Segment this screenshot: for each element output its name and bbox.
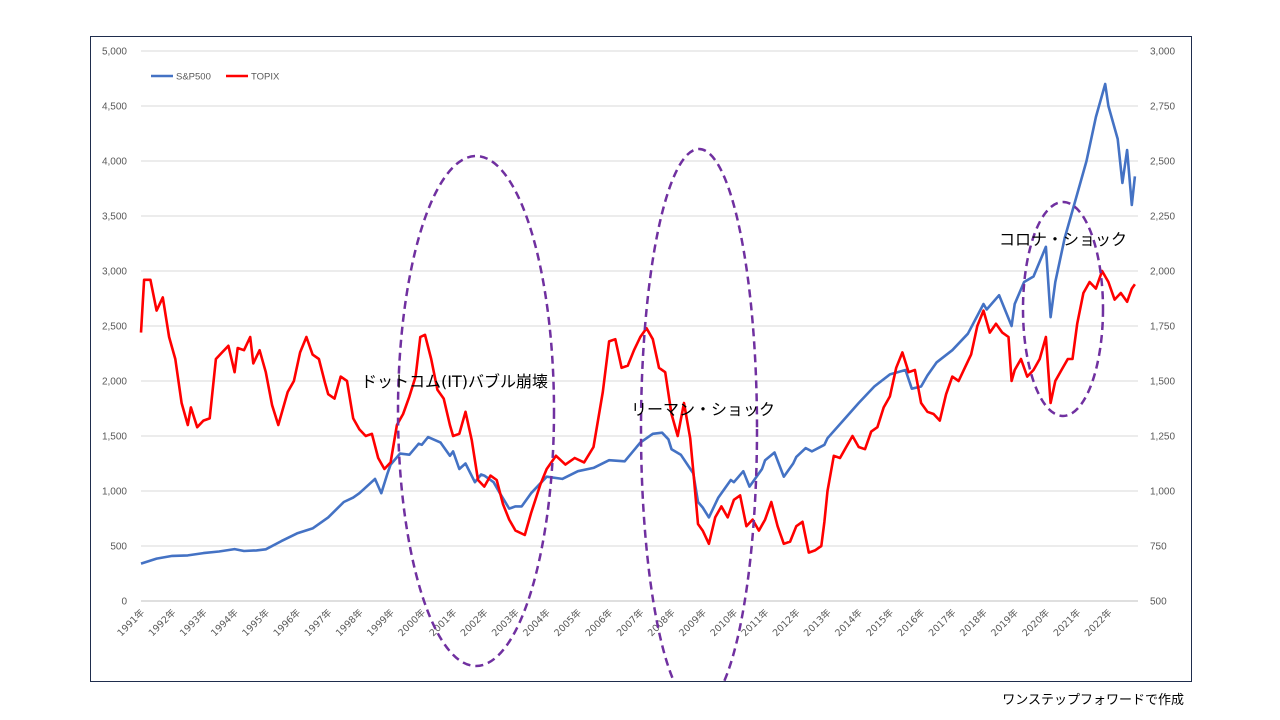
x-tick-label: 2005年 [552,606,585,639]
highlight-ellipse [396,154,556,668]
x-tick-label: 2002年 [458,606,491,639]
left-tick-label: 1,000 [102,487,127,498]
x-axis: 1991年 1992年 1993年 1994年 1995年 1996年 1997年 1998年… [115,606,1115,639]
annotation-label: ドットコム(IT)バブル崩壊 [361,372,548,391]
line-chart: 0 500 1,000 1,500 2,000 2,500 3,000 3,500 4,000 4… [102,47,1175,681]
series-line-topix [139,269,1136,554]
x-tick-label: 2013年 [801,606,834,639]
x-tick-label: 1991年 [115,606,148,639]
right-tick-label: 1,500 [1150,377,1175,388]
x-tick-label: 2014年 [833,606,866,639]
left-tick-label: 1,500 [102,432,127,443]
left-tick-label: 0 [121,597,127,608]
right-tick-label: 2,750 [1150,102,1175,113]
grid [141,50,1138,602]
x-tick-label: 2016年 [895,606,928,639]
x-tick-label: 1996年 [271,606,304,639]
x-tick-label: 2000年 [396,606,429,639]
left-tick-label: 4,000 [102,157,127,168]
x-tick-label: 2017年 [926,606,959,639]
left-tick-label: 3,500 [102,212,127,223]
x-tick-label: 1992年 [146,606,179,639]
right-tick-label: 1,000 [1150,487,1175,498]
x-tick-label: 2010年 [708,606,741,639]
x-tick-label: 2007年 [614,606,647,639]
series-line-sp500 [140,82,1137,565]
right-tick-label: 2,000 [1150,267,1175,278]
x-tick-label: 1993年 [177,606,210,639]
left-axis: 0 500 1,000 1,500 2,000 2,500 3,000 3,500 4,000 4… [102,47,127,608]
x-tick-label: 2003年 [489,606,522,639]
x-tick-label: 2018年 [957,606,990,639]
left-tick-label: 4,500 [102,102,127,113]
x-tick-label: 1997年 [302,606,335,639]
right-tick-label: 1,250 [1150,432,1175,443]
right-tick-label: 500 [1150,597,1167,608]
x-tick-label: 1995年 [240,606,273,639]
highlight-ellipse [1021,200,1105,418]
x-tick-label: 1998年 [333,606,366,639]
highlight-ellipse [639,147,759,681]
right-tick-label: 3,000 [1150,47,1175,58]
left-tick-label: 2,000 [102,377,127,388]
legend-label: TOPIX [251,72,280,83]
annotation-label: リーマン・ショック [631,400,775,419]
annotation-label: コロナ・ショック [999,230,1127,249]
left-tick-label: 5,000 [102,47,127,58]
right-tick-label: 1,750 [1150,322,1175,333]
right-tick-label: 750 [1150,542,1167,553]
right-tick-label: 2,250 [1150,212,1175,223]
left-tick-label: 500 [110,542,127,553]
x-tick-label: 2009年 [677,606,710,639]
x-tick-label: 2019年 [989,606,1022,639]
x-tick-label: 2012年 [770,606,803,639]
left-tick-label: 3,000 [102,267,127,278]
x-tick-label: 1994年 [208,606,241,639]
right-axis: 500 750 1,000 1,250 1,500 1,750 2,000 2,250 2,50… [1150,47,1175,608]
credit-text: ワンステップフォワードで作成 [1002,693,1184,708]
x-tick-label: 2015年 [864,606,897,639]
legend: S&P500 TOPIX [151,72,280,83]
x-tick-label: 2022年 [1082,606,1115,639]
chart-frame: 0 500 1,000 1,500 2,000 2,500 3,000 3,500 4,000 4… [90,36,1192,682]
x-tick-label: 2021年 [1051,606,1084,639]
x-tick-label: 2006年 [583,606,616,639]
left-tick-label: 2,500 [102,322,127,333]
legend-label: S&P500 [176,72,211,83]
right-tick-label: 2,500 [1150,157,1175,168]
x-tick-label: 1999年 [364,606,397,639]
x-tick-label: 2008年 [645,606,678,639]
x-tick-label: 2020年 [1020,606,1053,639]
series-group [139,82,1137,565]
